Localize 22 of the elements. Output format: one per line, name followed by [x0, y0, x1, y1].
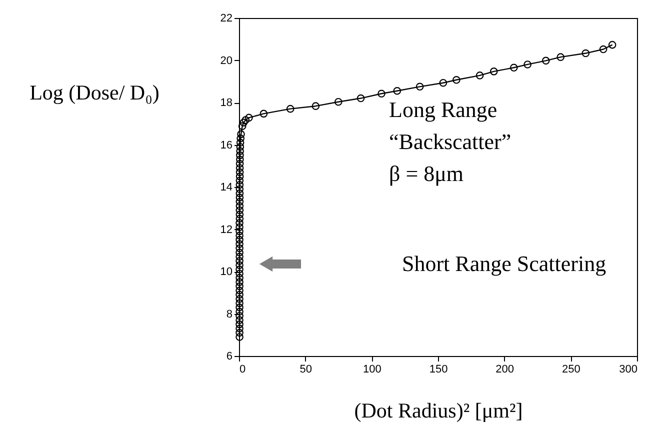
y-tick-label: 16 — [220, 139, 232, 152]
x-tick-label: 0 — [240, 364, 246, 376]
y-tick-label: 12 — [220, 224, 232, 236]
y-axis-title: Log (Dose/ D₀) — [30, 80, 160, 104]
y-tick-label: 10 — [220, 266, 232, 278]
x-tick-label: 100 — [362, 364, 382, 376]
y-tick-label: 14 — [220, 182, 232, 194]
y-tick-label: 22 — [220, 12, 232, 24]
x-tick-label: 200 — [496, 364, 514, 376]
x-tick-label: 250 — [562, 364, 580, 376]
x-tick-label: 150 — [429, 364, 448, 376]
x-axis-title: (Dot Radius)² [μm²] — [354, 398, 523, 422]
y-tick-label: 8 — [226, 308, 232, 320]
annotation: “Backscatter” — [389, 129, 512, 154]
y-tick-label: 6 — [226, 350, 232, 362]
annotation: β = 8μm — [389, 161, 464, 186]
x-tick-label: 50 — [300, 364, 312, 376]
annotation: Short Range Scattering — [402, 251, 606, 276]
y-tick-label: 20 — [220, 54, 232, 67]
y-tick-label: 18 — [220, 97, 232, 109]
x-tick-label: 300 — [619, 364, 638, 376]
annotation: Long Range — [389, 97, 498, 122]
